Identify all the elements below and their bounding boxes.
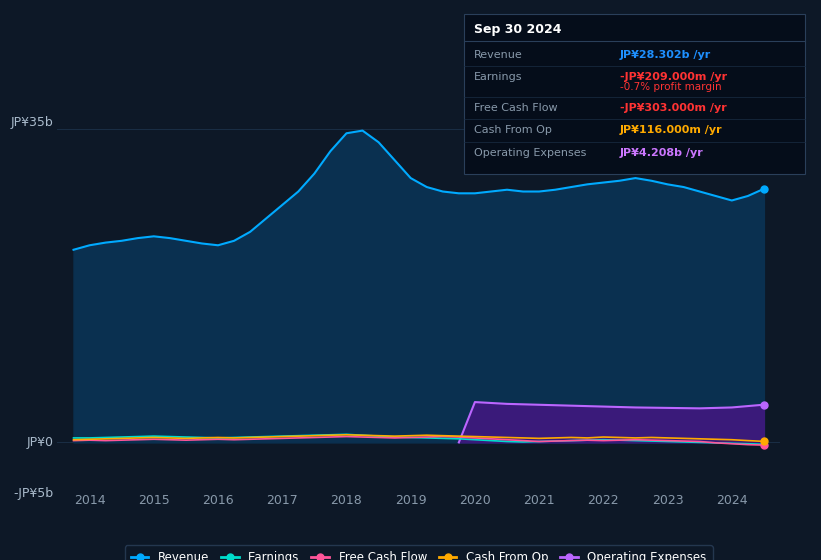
- Text: JP¥4.208b /yr: JP¥4.208b /yr: [620, 148, 704, 158]
- Text: Operating Expenses: Operating Expenses: [474, 148, 586, 158]
- Text: -JP¥5b: -JP¥5b: [14, 487, 54, 500]
- Text: -JP¥303.000m /yr: -JP¥303.000m /yr: [620, 103, 727, 113]
- Text: Cash From Op: Cash From Op: [474, 125, 552, 136]
- Text: JP¥0: JP¥0: [27, 436, 54, 449]
- Text: Revenue: Revenue: [474, 50, 522, 60]
- Text: Free Cash Flow: Free Cash Flow: [474, 103, 557, 113]
- Text: Earnings: Earnings: [474, 72, 522, 82]
- Text: -0.7% profit margin: -0.7% profit margin: [620, 82, 722, 92]
- Text: JP¥35b: JP¥35b: [11, 116, 54, 129]
- Text: JP¥116.000m /yr: JP¥116.000m /yr: [620, 125, 722, 136]
- Text: -JP¥209.000m /yr: -JP¥209.000m /yr: [620, 72, 727, 82]
- Text: JP¥28.302b /yr: JP¥28.302b /yr: [620, 50, 711, 60]
- Text: Sep 30 2024: Sep 30 2024: [474, 23, 562, 36]
- Legend: Revenue, Earnings, Free Cash Flow, Cash From Op, Operating Expenses: Revenue, Earnings, Free Cash Flow, Cash …: [125, 545, 713, 560]
